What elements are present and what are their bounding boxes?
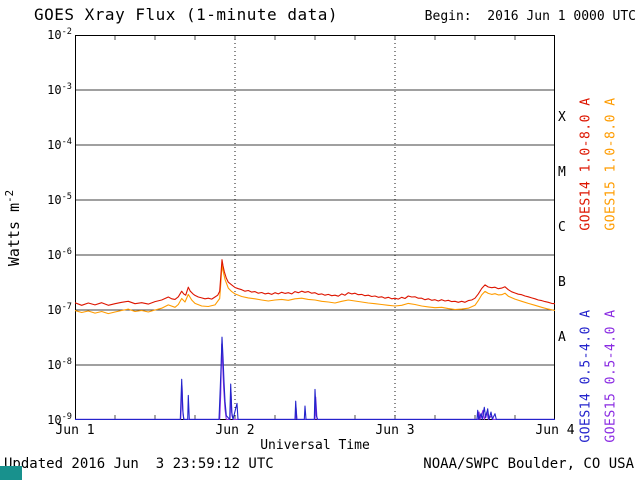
flare-class-b: B [558,274,566,290]
y-tick-label: 10-7 [47,302,72,317]
updated-timestamp: Updated 2016 Jun 3 23:59:12 UTC [4,456,274,472]
x-tick-label: Jun 3 [375,423,415,438]
plot-area [75,35,555,420]
y-tick-label: 10-8 [47,357,72,372]
y-tick-label: 10-5 [47,192,72,207]
x-axis-title: Universal Time [260,438,370,453]
y-tick-label: 10-4 [47,137,72,152]
corner-badge [0,466,22,480]
series-goes15-long [75,263,555,315]
legend-goes15-short: GOES15 0.5-4.0 A [603,309,619,443]
series-goes14-short [75,336,555,420]
x-tick-label: Jun 4 [535,423,575,438]
series-goes14-long [75,259,555,306]
flare-class-c: C [558,219,566,235]
y-tick-label: 10-9 [47,412,72,427]
x-tick-label: Jun 1 [55,423,95,438]
legend-goes14-long: GOES14 1.0-8.0 A [578,97,594,231]
y-axis-title: Watts m-2 [0,35,26,420]
y-tick-label: 10-6 [47,247,72,262]
flare-class-a: A [558,329,566,345]
legend-goes14-short: GOES14 0.5-4.0 A [578,309,594,443]
begin-timestamp: Begin: 2016 Jun 1 0000 UTC [424,9,636,24]
y-tick-label: 10-2 [47,27,72,42]
y-tick-label: 10-3 [47,82,72,97]
page-title: GOES Xray Flux (1-minute data) [34,5,338,24]
legend-goes15-long: GOES15 1.0-8.0 A [603,97,619,231]
x-tick-label: Jun 2 [215,423,255,438]
y-axis-title-exponent: -2 [3,189,17,203]
flare-class-x: X [558,109,566,125]
source-attribution: NOAA/SWPC Boulder, CO USA [423,456,634,472]
y-axis-title-text: Watts m [5,202,24,266]
flare-class-m: M [558,164,566,180]
plot-frame [75,35,555,420]
